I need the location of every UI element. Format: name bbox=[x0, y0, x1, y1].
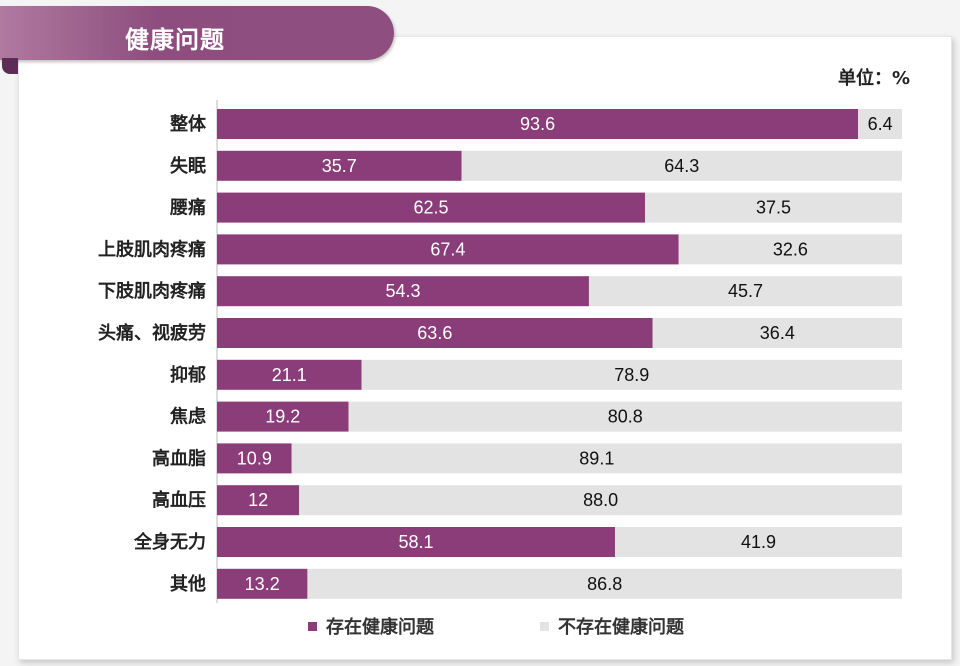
unit-label: 单位：% bbox=[837, 68, 910, 89]
bar-present bbox=[217, 276, 589, 307]
data-label-absent: 86.8 bbox=[587, 574, 622, 594]
bar-absent bbox=[678, 234, 902, 265]
category-label: 下肢肌肉疼痛 bbox=[98, 280, 206, 302]
bar-absent bbox=[652, 318, 902, 348]
data-label-absent: 88.0 bbox=[583, 490, 618, 510]
bar-absent bbox=[645, 192, 902, 223]
data-label-absent: 64.3 bbox=[664, 156, 699, 176]
title-banner-fold bbox=[2, 58, 18, 74]
data-label-present: 12 bbox=[248, 490, 268, 510]
data-label-absent: 41.9 bbox=[741, 532, 776, 552]
data-label-present: 58.1 bbox=[398, 532, 433, 552]
legend-label-absent: 不存在健康问题 bbox=[558, 617, 684, 638]
title-banner: 健康问题 bbox=[0, 6, 394, 60]
category-label: 整体 bbox=[169, 113, 207, 135]
legend-item-present: 存在健康问题 bbox=[308, 613, 434, 639]
bar-absent bbox=[299, 485, 902, 516]
data-label-present: 63.6 bbox=[417, 323, 452, 343]
data-label-present: 10.9 bbox=[237, 448, 272, 468]
category-label: 头痛、视疲劳 bbox=[98, 322, 206, 344]
bar-present bbox=[217, 527, 615, 557]
legend-swatch-absent bbox=[540, 621, 549, 631]
category-label: 失眠 bbox=[170, 155, 206, 177]
data-label-absent: 36.4 bbox=[760, 323, 795, 343]
data-label-present: 67.4 bbox=[430, 239, 465, 259]
category-label: 高血脂 bbox=[152, 447, 206, 469]
bar-present bbox=[217, 234, 679, 265]
bar-present bbox=[217, 318, 653, 348]
bar-absent bbox=[858, 109, 902, 139]
bar-present bbox=[217, 401, 349, 432]
data-label-present: 62.5 bbox=[414, 198, 449, 218]
category-label: 焦虑 bbox=[169, 406, 206, 428]
data-label-present: 54.3 bbox=[385, 281, 420, 301]
data-label-absent: 80.8 bbox=[608, 407, 643, 427]
bar-absent bbox=[361, 359, 902, 390]
bar-present bbox=[217, 192, 646, 223]
data-label-absent: 32.6 bbox=[773, 239, 808, 259]
bar-absent bbox=[461, 150, 902, 181]
bar-absent bbox=[291, 443, 902, 474]
legend-label-present: 存在健康问题 bbox=[326, 617, 434, 638]
bar-present bbox=[217, 150, 462, 181]
legend-swatch-present bbox=[308, 621, 317, 631]
category-label: 其他 bbox=[170, 573, 206, 595]
category-label: 抑郁 bbox=[170, 364, 206, 386]
legend-item-absent: 不存在健康问题 bbox=[540, 613, 684, 639]
data-label-present: 19.2 bbox=[265, 407, 300, 427]
data-label-present: 93.6 bbox=[520, 114, 555, 134]
bar-present bbox=[217, 359, 362, 390]
bar-present bbox=[217, 568, 308, 599]
data-label-absent: 37.5 bbox=[756, 198, 791, 218]
bar-absent bbox=[588, 276, 902, 307]
bar-absent bbox=[307, 568, 902, 599]
data-label-absent: 89.1 bbox=[579, 448, 614, 468]
category-label: 上肢肌肉疼痛 bbox=[98, 238, 206, 260]
category-label: 腰痛 bbox=[169, 197, 206, 219]
data-label-present: 35.7 bbox=[322, 156, 357, 176]
data-label-absent: 45.7 bbox=[728, 281, 763, 301]
bar-absent bbox=[348, 401, 902, 432]
data-label-present: 13.2 bbox=[245, 574, 280, 594]
category-label: 全身无力 bbox=[133, 531, 206, 553]
data-label-absent: 6.4 bbox=[868, 114, 893, 134]
chart-title: 健康问题 bbox=[125, 26, 225, 54]
data-label-absent: 78.9 bbox=[614, 365, 649, 385]
bar-present bbox=[217, 109, 859, 139]
bar-absent bbox=[614, 527, 902, 557]
bar-present bbox=[217, 485, 300, 516]
category-label: 高血压 bbox=[152, 489, 206, 511]
bar-present bbox=[217, 443, 292, 474]
data-label-present: 21.1 bbox=[272, 365, 307, 385]
